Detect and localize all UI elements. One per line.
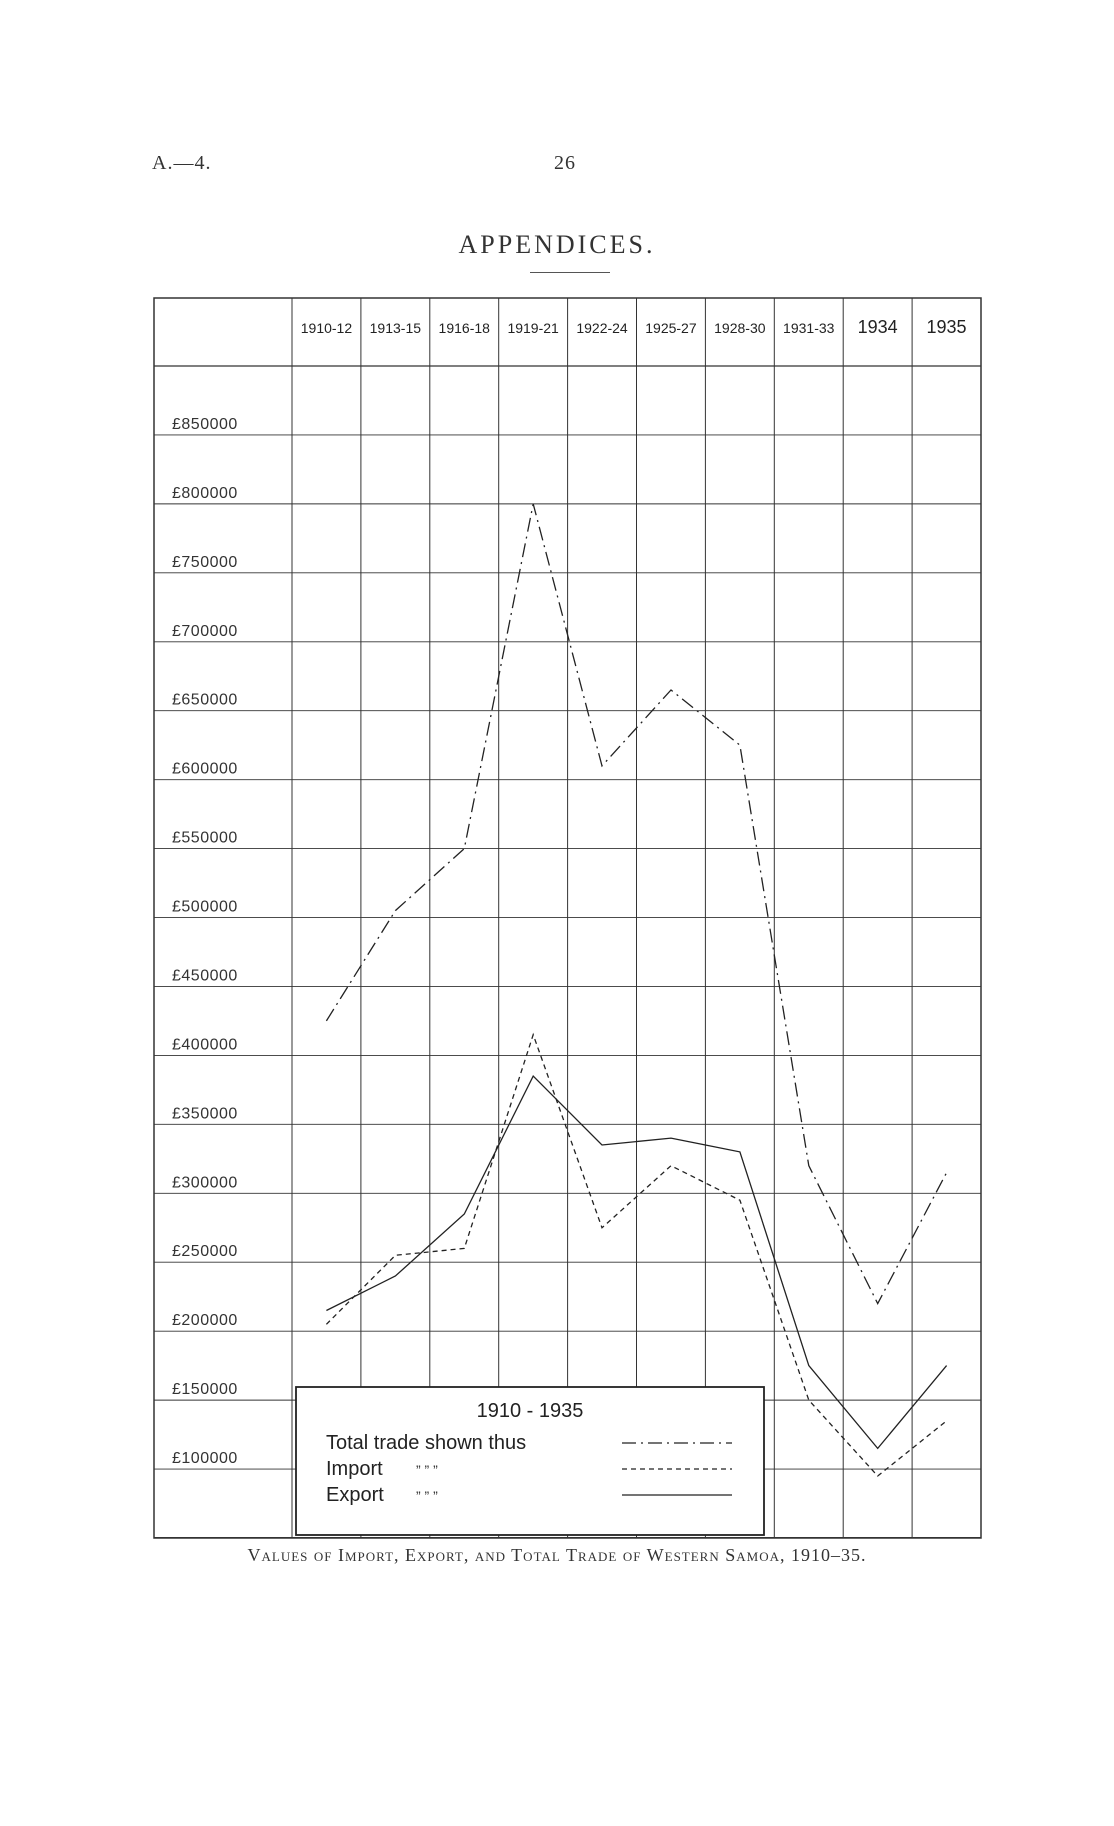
legend-label: Total trade shown thus — [326, 1432, 526, 1454]
x-tick-label: 1919-21 — [507, 320, 559, 336]
series-line — [325, 1032, 948, 1477]
y-tick-label: £150000 — [172, 1381, 238, 1398]
y-tick-label: £200000 — [172, 1312, 238, 1329]
y-tick-label: £650000 — [172, 692, 238, 709]
y-tick-label: £850000 — [172, 416, 238, 433]
y-tick-label: £400000 — [172, 1036, 238, 1053]
series-line — [326, 1075, 948, 1450]
x-tick-label: 1913-15 — [370, 320, 422, 336]
y-tick-label: £700000 — [172, 623, 238, 640]
legend-label: Import — [326, 1458, 383, 1480]
chart-legend: 1910 - 1935 Total trade shown thus Import ”… — [295, 1386, 765, 1536]
y-tick-label: £800000 — [172, 485, 238, 502]
chart-grid — [153, 297, 982, 1539]
y-tick-label: £500000 — [172, 899, 238, 916]
y-axis-labels: £850000 £800000 £750000 £700000 £650000 £6000… — [172, 416, 238, 1467]
x-tick-label: 1934 — [858, 317, 898, 337]
y-tick-label: £350000 — [172, 1105, 238, 1122]
legend-ditto: ” ” ” — [416, 1462, 438, 1478]
y-tick-label: £600000 — [172, 761, 238, 778]
page-number: 26 — [554, 152, 576, 174]
legend-box — [295, 1386, 765, 1536]
x-tick-label: 1931-33 — [783, 320, 835, 336]
legend-ditto: ” ” ” — [416, 1488, 438, 1504]
figure-caption: Values of Import, Export, and Total Trad… — [247, 1545, 867, 1565]
title-underline — [530, 272, 610, 273]
x-tick-label: 1925-27 — [645, 320, 697, 336]
y-tick-label: £550000 — [172, 830, 238, 847]
x-tick-label: 1910-12 — [301, 320, 353, 336]
page-reference: A.—4. — [152, 152, 212, 174]
section-title: APPENDICES. — [458, 230, 656, 259]
x-axis-labels: 1910-12 1913-15 1916-18 1919-21 1922-24 1925-… — [301, 317, 967, 337]
x-tick-label: 1928-30 — [714, 320, 766, 336]
x-tick-label: 1916-18 — [439, 320, 491, 336]
legend-label: Export — [326, 1484, 384, 1506]
series-line — [325, 503, 948, 1306]
y-tick-label: £300000 — [172, 1174, 238, 1191]
x-tick-label: 1935 — [927, 317, 967, 337]
series-lines — [325, 503, 948, 1477]
x-tick-label: 1922-24 — [576, 320, 628, 336]
y-tick-label: £450000 — [172, 967, 238, 984]
y-tick-label: £250000 — [172, 1243, 238, 1260]
legend-title: 1910 - 1935 — [477, 1400, 584, 1422]
y-tick-label: £750000 — [172, 554, 238, 571]
y-tick-label: £100000 — [172, 1450, 238, 1467]
